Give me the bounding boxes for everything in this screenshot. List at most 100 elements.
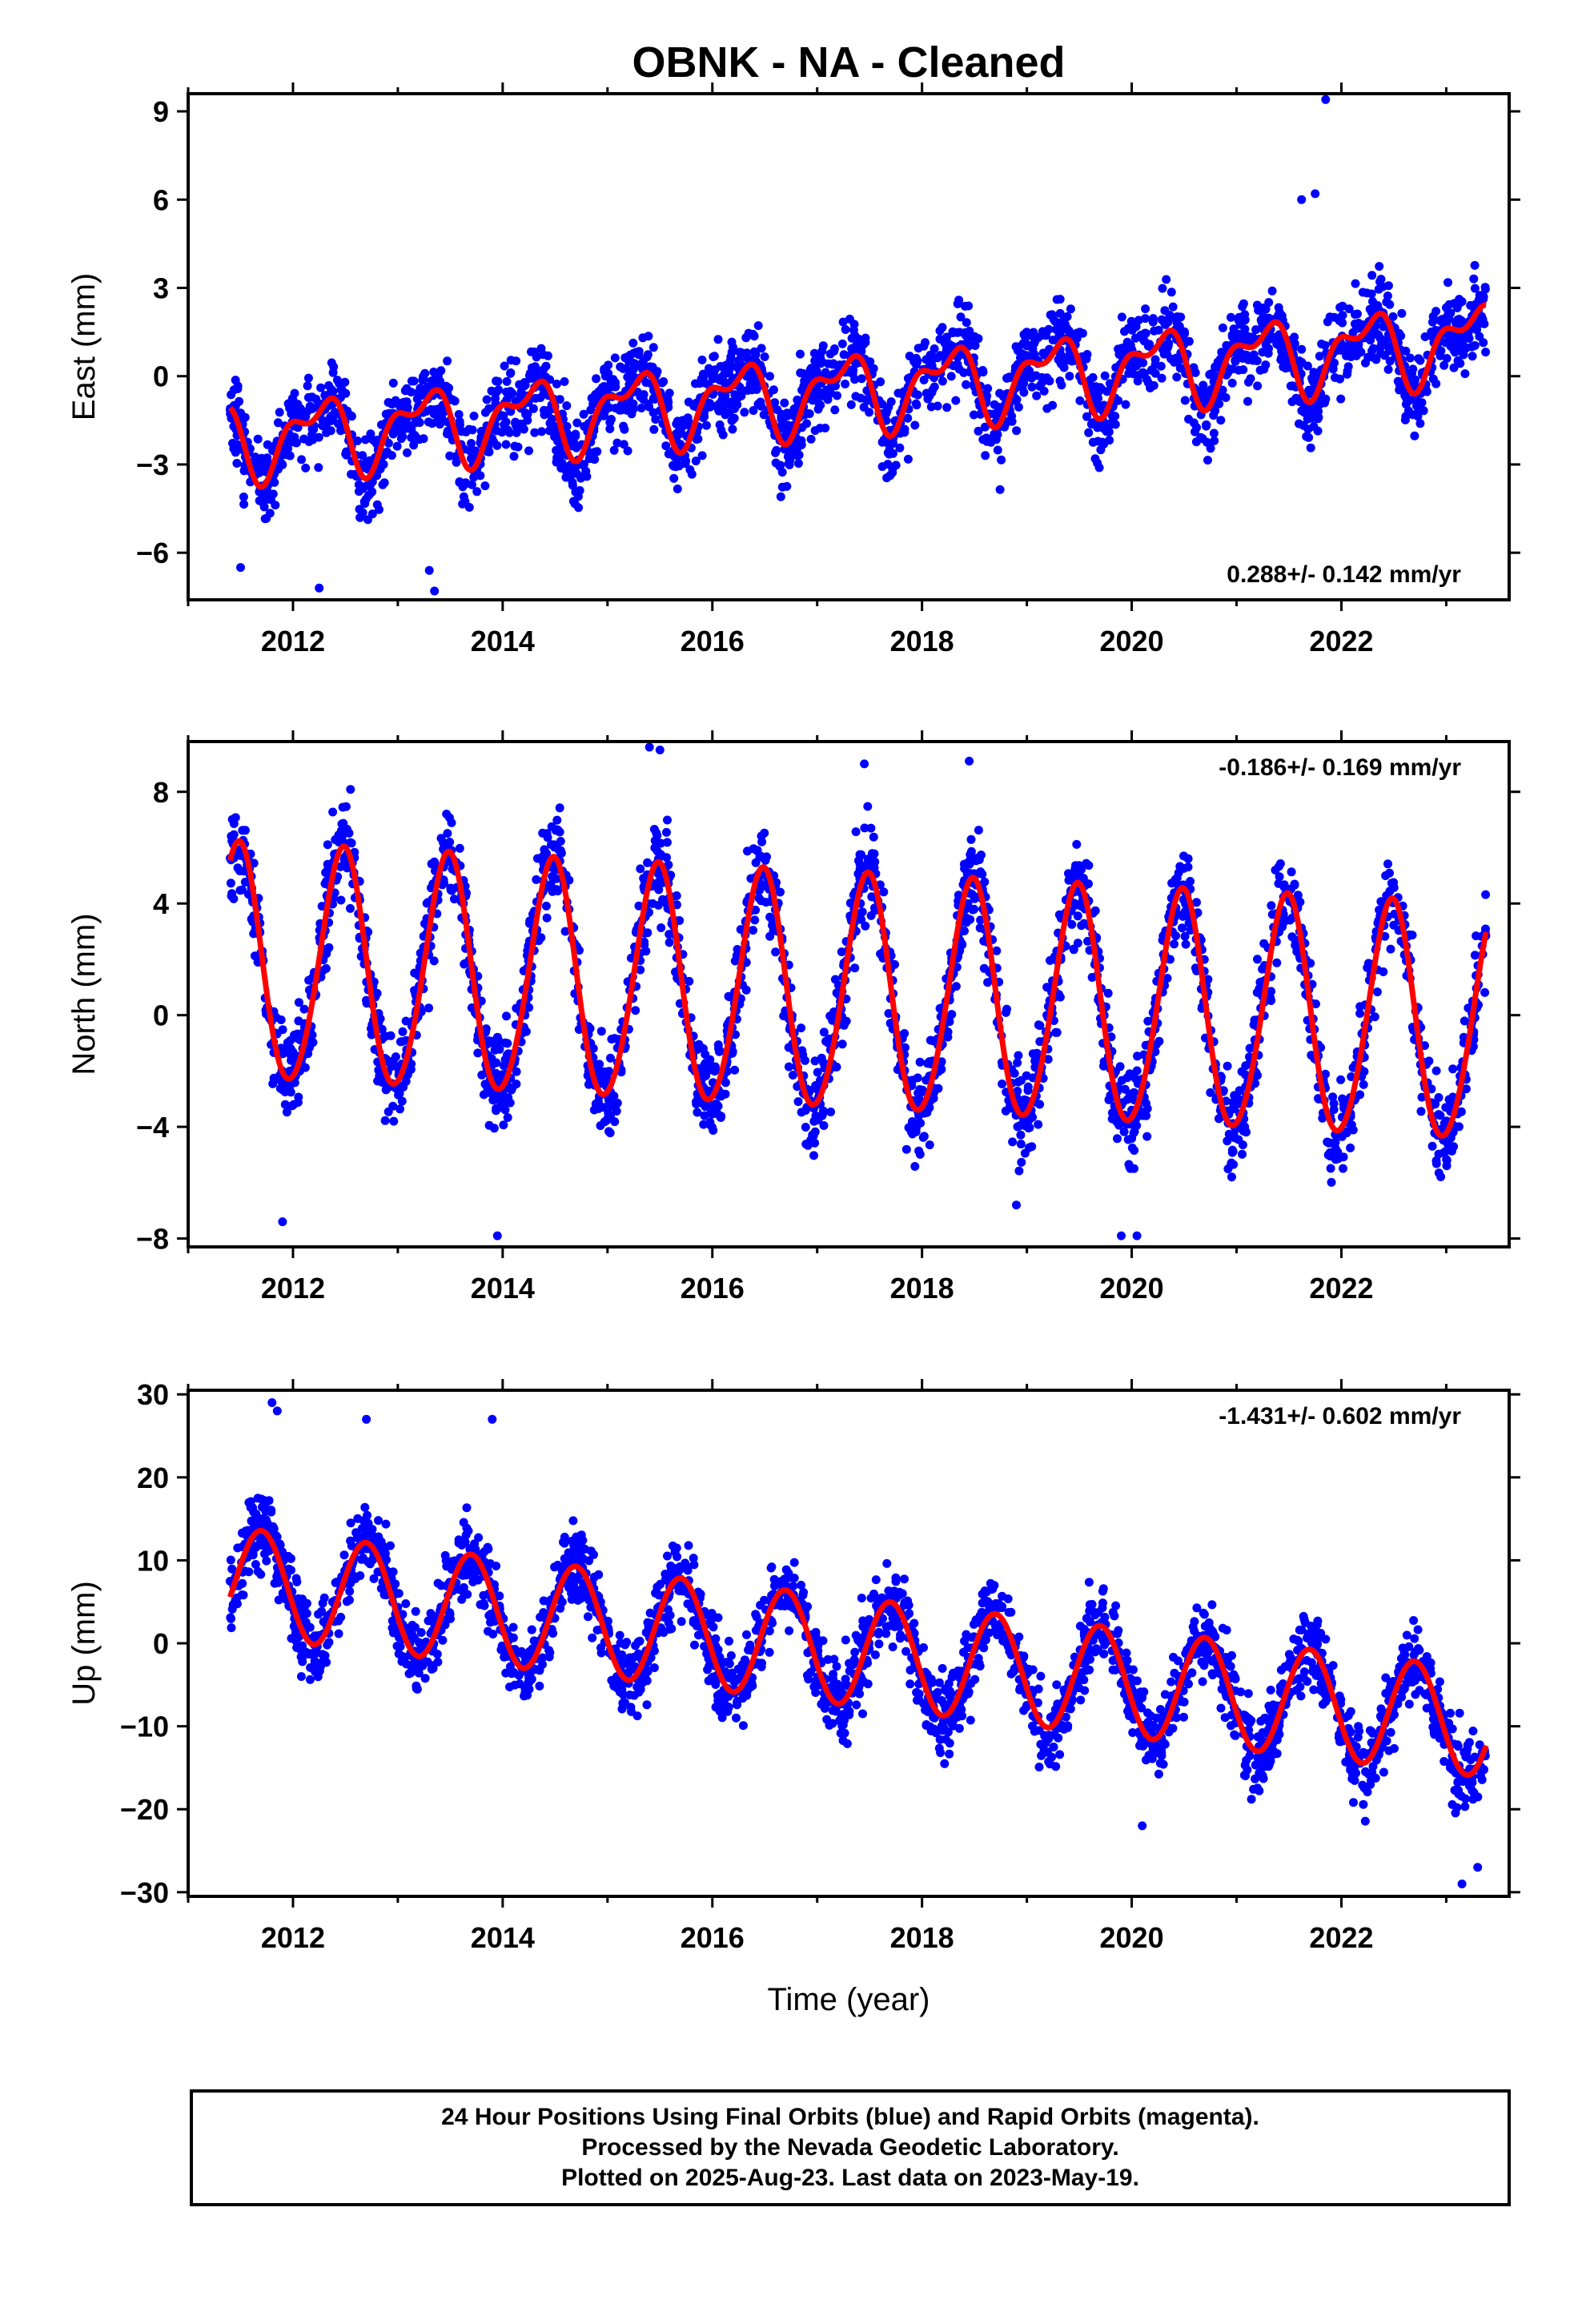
- data-point: [788, 1071, 797, 1080]
- data-point: [472, 487, 482, 497]
- data-point: [771, 947, 781, 957]
- data-point: [1013, 1058, 1022, 1068]
- data-point: [1082, 412, 1091, 421]
- data-point: [837, 947, 846, 957]
- data-point: [282, 1108, 291, 1117]
- data-point: [512, 1067, 521, 1076]
- data-point: [1005, 372, 1014, 382]
- data-point: [777, 424, 787, 433]
- data-point: [648, 343, 658, 352]
- data-point: [1267, 286, 1277, 296]
- data-point: [231, 448, 240, 457]
- data-point: [652, 846, 662, 856]
- data-point: [1291, 940, 1300, 950]
- data-point: [750, 915, 760, 925]
- data-point: [649, 424, 659, 434]
- data-point: [727, 348, 737, 357]
- data-point: [699, 1120, 709, 1129]
- data-point: [884, 1009, 893, 1018]
- data-point: [877, 400, 887, 409]
- data-point: [467, 439, 476, 448]
- data-point: [1148, 314, 1158, 324]
- data-point: [919, 376, 929, 384]
- data-point: [895, 443, 905, 452]
- data-point: [1227, 1172, 1236, 1182]
- data-point: [1443, 278, 1452, 287]
- data-point: [629, 364, 639, 373]
- data-point: [1370, 327, 1379, 336]
- data-point: [883, 460, 893, 469]
- data-point: [290, 438, 299, 447]
- data-point: [1353, 309, 1362, 319]
- data-point: [1304, 432, 1314, 442]
- data-point: [1121, 400, 1130, 409]
- data-point: [605, 424, 615, 433]
- data-point: [450, 396, 460, 406]
- data-point: [833, 391, 841, 400]
- data-point: [562, 422, 572, 431]
- data-point: [641, 378, 651, 388]
- data-point: [645, 362, 655, 372]
- data-point: [978, 435, 988, 444]
- data-point: [638, 333, 648, 343]
- data-point: [1140, 328, 1150, 338]
- data-point: [612, 1107, 621, 1116]
- data-point: [1150, 368, 1160, 378]
- data-point: [553, 887, 563, 896]
- data-point: [396, 1104, 404, 1114]
- data-point: [512, 1003, 521, 1013]
- data-point: [1065, 372, 1074, 381]
- data-point: [552, 445, 561, 455]
- data-point: [1039, 331, 1049, 340]
- data-point: [396, 434, 406, 444]
- data-point: [1442, 1161, 1452, 1171]
- data-point: [1011, 342, 1021, 352]
- data-point: [978, 870, 987, 879]
- data-point: [361, 494, 371, 504]
- data-point: [579, 409, 588, 419]
- data-point: [556, 837, 565, 846]
- data-point: [951, 982, 961, 991]
- data-point: [1075, 396, 1085, 405]
- data-point: [443, 429, 452, 439]
- data-point: [1459, 1032, 1468, 1042]
- data-point: [713, 1101, 723, 1111]
- data-point: [238, 826, 247, 835]
- data-point: [810, 1056, 820, 1066]
- data-point: [1227, 312, 1235, 322]
- data-point: [1014, 1166, 1024, 1176]
- data-point: [609, 445, 619, 455]
- data-point: [741, 353, 751, 363]
- data-point: [388, 378, 398, 388]
- data-point: [825, 1011, 835, 1021]
- data-point: [527, 347, 536, 356]
- data-point: [542, 849, 551, 858]
- data-point: [663, 815, 672, 825]
- data-point: [662, 838, 672, 847]
- data-point: [1323, 317, 1332, 327]
- data-point: [469, 412, 479, 420]
- east-rate-label: 0.288+/- 0.142 mm/yr: [1227, 561, 1461, 588]
- data-point: [697, 451, 707, 460]
- data-point: [301, 463, 311, 472]
- data-point: [1066, 304, 1075, 314]
- data-point: [1410, 431, 1419, 440]
- data-point: [675, 429, 685, 439]
- data-point: [974, 426, 983, 436]
- data-point: [643, 350, 652, 360]
- data-point: [1343, 369, 1352, 379]
- data-point: [1074, 870, 1084, 879]
- data-point: [769, 385, 778, 395]
- data-point: [1203, 437, 1211, 447]
- data-point: [1056, 327, 1065, 336]
- data-point: [273, 418, 283, 428]
- data-point: [1064, 351, 1074, 360]
- data-point: [1238, 302, 1247, 312]
- data-point: [489, 1124, 499, 1133]
- data-point: [1123, 1135, 1133, 1144]
- data-point: [482, 395, 492, 404]
- data-point: [1019, 388, 1029, 397]
- data-point: [1022, 328, 1031, 337]
- data-point: [925, 1140, 934, 1150]
